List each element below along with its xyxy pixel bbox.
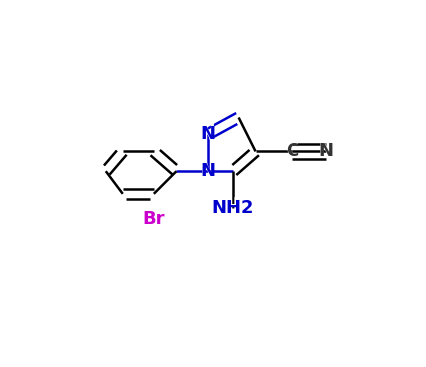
Text: N: N [199, 162, 215, 180]
Text: C: C [285, 141, 298, 161]
Text: NH2: NH2 [211, 196, 254, 220]
Text: NH2: NH2 [211, 199, 253, 217]
Text: N: N [199, 126, 215, 143]
Text: N: N [318, 142, 333, 160]
Text: N: N [200, 123, 214, 146]
Text: Br: Br [139, 207, 168, 231]
Text: Br: Br [142, 210, 165, 228]
Text: C: C [285, 142, 298, 160]
Text: N: N [200, 159, 214, 183]
Text: N: N [318, 139, 333, 163]
